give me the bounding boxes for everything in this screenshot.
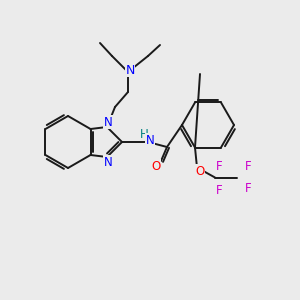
Text: O: O xyxy=(195,165,205,178)
Text: F: F xyxy=(245,182,251,195)
Text: F: F xyxy=(216,184,222,197)
Text: N: N xyxy=(146,134,154,146)
Text: N: N xyxy=(103,155,112,169)
Text: N: N xyxy=(125,64,135,76)
Text: N: N xyxy=(103,116,112,128)
Text: H: H xyxy=(140,128,148,140)
Text: O: O xyxy=(152,160,160,172)
Text: F: F xyxy=(245,160,251,173)
Text: F: F xyxy=(216,160,222,173)
